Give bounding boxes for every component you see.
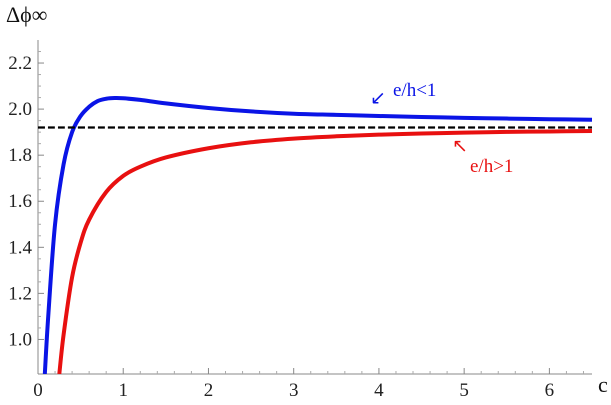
y-axis-label: Δϕ∞: [6, 2, 47, 27]
y-tick-label: 1.4: [8, 237, 32, 258]
x-tick-label: 6: [545, 380, 555, 401]
x-tick-label: 4: [374, 380, 384, 401]
x-tick-label: 0: [33, 380, 43, 401]
x-tick-label: 2: [204, 380, 214, 401]
annotation-label: e/h>1: [470, 156, 513, 177]
annotation-e-h-less-1: ↙ e/h<1: [370, 80, 436, 109]
annotation-arrow: ↖: [452, 136, 468, 157]
y-tick-label: 1.2: [8, 283, 32, 304]
y-tick-label: 2.0: [8, 99, 32, 120]
ticks-layer: 0 1 2 3 4 5 6 1.0 1.2 1.4 1.6 1.8 2.0 2.2: [8, 51, 584, 401]
annotation-label: e/h<1: [393, 80, 436, 101]
series-line-e-h-greater-1: [57, 128, 593, 374]
y-tick-label: 1.6: [8, 191, 32, 212]
x-tick-label: 1: [118, 380, 128, 401]
series-line-e-h-less-1: [42, 96, 593, 374]
y-tick-label: 1.8: [8, 145, 32, 166]
annotation-arrow: ↙: [370, 88, 386, 109]
plot-frame: [37, 40, 592, 375]
annotation-e-h-greater-1: ↖ e/h>1: [452, 136, 513, 177]
y-tick-label: 1.0: [8, 329, 32, 350]
series-layer: [38, 96, 593, 374]
y-tick-label: 2.2: [8, 53, 32, 74]
x-axis-label: c: [598, 372, 608, 397]
x-tick-label: 3: [289, 380, 299, 401]
x-tick-label: 5: [459, 380, 469, 401]
